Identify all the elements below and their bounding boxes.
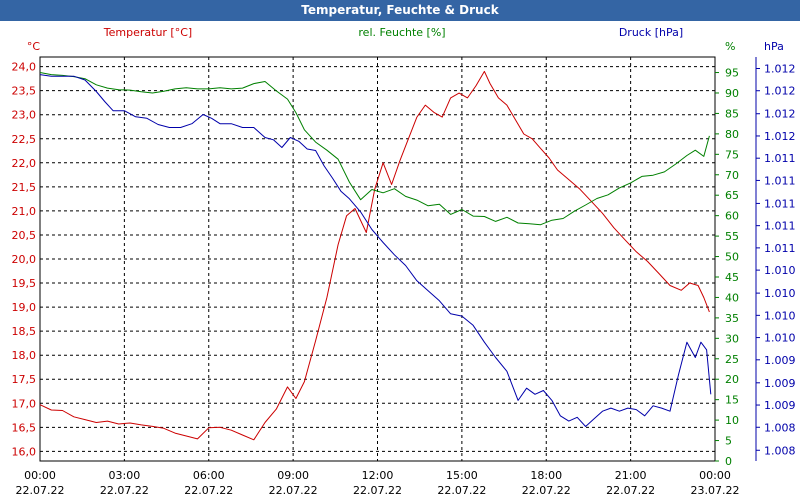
pressure-tick-label: 1.011 — [764, 152, 796, 165]
pressure-tick-label: 1.010 — [764, 309, 796, 322]
temperature-tick-label: 21,5 — [12, 181, 37, 194]
x-tick-date-label: 22.07.22 — [353, 484, 402, 497]
pressure-tick-label: 1.010 — [764, 332, 796, 345]
humidity-unit-label: % — [725, 40, 735, 53]
x-tick-date-label: 22.07.22 — [269, 484, 318, 497]
pressure-tick-label: 1.012 — [764, 108, 796, 121]
temperature-tick-label: 22,0 — [12, 157, 37, 170]
humidity-tick-label: 15 — [725, 394, 739, 407]
pressure-tick-label: 1.011 — [764, 242, 796, 255]
humidity-tick-label: 20 — [725, 373, 739, 386]
chart-title: Temperatur, Feuchte & Druck — [0, 0, 800, 21]
x-tick-date-label: 22.07.22 — [606, 484, 655, 497]
humidity-tick-label: 10 — [725, 414, 739, 427]
x-tick-date-label: 22.07.22 — [522, 484, 571, 497]
temperature-tick-label: 18,0 — [12, 349, 37, 362]
humidity-tick-label: 0 — [725, 455, 732, 468]
humidity-tick-label: 55 — [725, 230, 739, 243]
humidity-tick-label: 30 — [725, 332, 739, 345]
humidity-tick-label: 95 — [725, 67, 739, 80]
humidity-tick-label: 40 — [725, 291, 739, 304]
pressure-axis-label: Druck [hPa] — [619, 26, 683, 39]
pressure-tick-label: 1.012 — [764, 130, 796, 143]
temperature-tick-label: 20,5 — [12, 229, 37, 242]
pressure-tick-label: 1.012 — [764, 62, 796, 75]
x-tick-time-label: 12:00 — [362, 469, 394, 482]
humidity-series-line — [39, 72, 710, 226]
humidity-axis-label: rel. Feuchte [%] — [358, 26, 445, 39]
pressure-tick-label: 1.009 — [764, 377, 796, 390]
humidity-tick-label: 70 — [725, 169, 739, 182]
humidity-tick-label: 90 — [725, 87, 739, 100]
humidity-tick-label: 35 — [725, 312, 739, 325]
temperature-tick-label: 18,5 — [12, 325, 37, 338]
humidity-tick-label: 45 — [725, 271, 739, 284]
pressure-tick-label: 1.011 — [764, 220, 796, 233]
temperature-tick-label: 23,0 — [12, 109, 37, 122]
x-tick-date-label: 22.07.22 — [100, 484, 149, 497]
pressure-tick-label: 1.010 — [764, 287, 796, 300]
pressure-tick-label: 1.008 — [764, 444, 796, 457]
humidity-tick-label: 85 — [725, 107, 739, 120]
humidity-tick-label: 80 — [725, 128, 739, 141]
x-tick-time-label: 15:00 — [446, 469, 478, 482]
temperature-unit-label: °C — [27, 40, 41, 53]
temperature-tick-label: 19,5 — [12, 277, 37, 290]
pressure-tick-label: 1.010 — [764, 264, 796, 277]
humidity-tick-label: 25 — [725, 353, 739, 366]
temperature-tick-label: 16,0 — [12, 445, 37, 458]
temperature-axis-label: Temperatur [°C] — [103, 26, 192, 39]
pressure-tick-label: 1.011 — [764, 174, 796, 187]
temperature-tick-label: 24,0 — [12, 61, 37, 74]
x-tick-time-label: 03:00 — [109, 469, 141, 482]
humidity-tick-label: 50 — [725, 251, 739, 264]
humidity-tick-label: 75 — [725, 148, 739, 161]
humidity-tick-label: 60 — [725, 210, 739, 223]
pressure-unit-label: hPa — [764, 40, 784, 53]
temperature-tick-label: 17,5 — [12, 373, 37, 386]
x-tick-date-label: 22.07.22 — [437, 484, 486, 497]
temperature-tick-label: 20,0 — [12, 253, 37, 266]
humidity-tick-label: 5 — [725, 435, 732, 448]
pressure-tick-label: 1.009 — [764, 399, 796, 412]
temperature-tick-label: 23,5 — [12, 85, 37, 98]
temperature-tick-label: 16,5 — [12, 421, 37, 434]
pressure-series-line — [39, 74, 712, 427]
humidity-tick-label: 65 — [725, 189, 739, 202]
x-tick-time-label: 06:00 — [193, 469, 225, 482]
pressure-tick-label: 1.011 — [764, 197, 796, 210]
x-tick-date-label: 23.07.22 — [691, 484, 740, 497]
pressure-tick-label: 1.012 — [764, 85, 796, 98]
temperature-tick-label: 22,5 — [12, 133, 37, 146]
temperature-tick-label: 17,0 — [12, 397, 37, 410]
temperature-series-line — [39, 70, 710, 441]
pressure-tick-label: 1.008 — [764, 421, 796, 434]
x-tick-time-label: 18:00 — [530, 469, 562, 482]
temperature-tick-label: 19,0 — [12, 301, 37, 314]
x-tick-time-label: 09:00 — [277, 469, 309, 482]
x-tick-time-label: 21:00 — [615, 469, 647, 482]
x-tick-date-label: 22.07.22 — [16, 484, 65, 497]
pressure-tick-label: 1.009 — [764, 354, 796, 367]
temperature-tick-label: 21,0 — [12, 205, 37, 218]
x-tick-time-label: 00:00 — [24, 469, 56, 482]
x-tick-date-label: 22.07.22 — [184, 484, 233, 497]
x-tick-time-label: 00:00 — [699, 469, 731, 482]
